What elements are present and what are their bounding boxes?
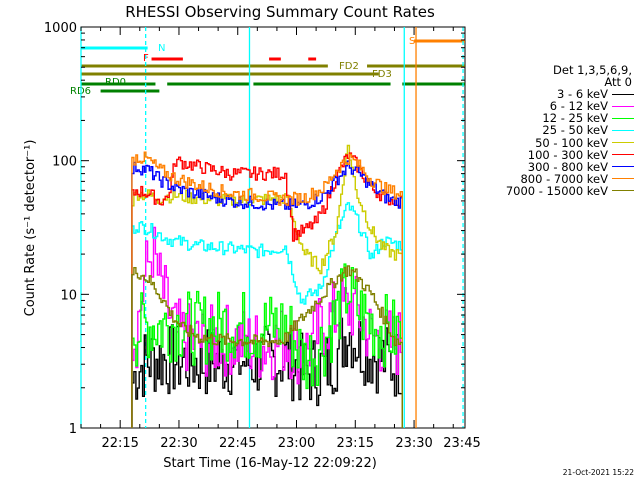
generation-timestamp: 21-Oct-2021 15:22 xyxy=(562,468,634,477)
legend-entry: 6 - 12 keV xyxy=(474,100,634,112)
legend-label: 6 - 12 keV xyxy=(549,99,608,114)
legend-label: 3 - 6 keV xyxy=(557,87,608,102)
legend-entry: 25 - 50 keV xyxy=(474,123,634,138)
y-axis-label: Count Rate (s⁻¹ detector⁻¹) xyxy=(23,140,38,317)
legend-swatch xyxy=(612,178,634,180)
x-tick-label: 23:00 xyxy=(278,436,315,451)
legend-entry: 300 - 800 keV xyxy=(474,161,634,173)
legend-label: 300 - 800 keV xyxy=(527,159,608,174)
annotation-label-rd0: RD0 xyxy=(105,77,126,88)
x-axis-label: Start Time (16-May-12 22:09:22) xyxy=(163,456,377,471)
legend-swatch xyxy=(612,130,634,132)
y-tick-label: 1000 xyxy=(44,21,77,36)
axes: 1 10 100 1000 22:15 22:30 22:45 23:00 23:15 23:30… xyxy=(44,21,481,451)
legend: Det 1,3,5,6,9, Att 0 3 - 6 keV 6 - 12 keV… xyxy=(474,64,634,197)
x-tick-label: 22:15 xyxy=(101,436,138,451)
legend-swatch xyxy=(612,105,634,107)
legend-header-line-2: Att 0 xyxy=(604,75,632,90)
legend-label: 25 - 50 keV xyxy=(542,123,608,138)
annotation-label-s: S xyxy=(409,36,415,47)
legend-entry: 3 - 6 keV xyxy=(474,88,634,100)
series-line-3 xyxy=(131,263,403,428)
annotation-label-fd3: FD3 xyxy=(372,69,392,80)
data-series xyxy=(131,144,403,428)
y-tick-label: 1 xyxy=(69,422,77,437)
chart-title: RHESSI Observing Summary Count Rates xyxy=(125,3,435,21)
plot-area: NFSFD2FD3RD0RD6 110100100022:1522:3022:4… xyxy=(44,21,481,451)
series-line-6 xyxy=(131,152,403,428)
legend-swatch xyxy=(612,154,634,156)
vertical-markers xyxy=(80,27,464,428)
y-tick-label: 100 xyxy=(52,155,77,170)
legend-label: 100 - 300 keV xyxy=(527,147,608,162)
legend-entries: 3 - 6 keV 6 - 12 keV 12 - 25 keV 25 - 50 ke… xyxy=(474,88,634,197)
series-line-4 xyxy=(131,202,403,428)
legend-swatch xyxy=(612,93,634,95)
series-line-8 xyxy=(131,151,403,428)
legend-entry: 50 - 100 keV xyxy=(474,135,634,150)
x-tick-label: 22:30 xyxy=(160,436,197,451)
x-tick-label: 23:30 xyxy=(395,436,432,451)
legend-swatch xyxy=(612,190,634,192)
legend-label: 800 - 7000 keV xyxy=(520,171,608,186)
x-tick-label: 23:15 xyxy=(337,436,374,451)
legend-swatch xyxy=(612,166,634,168)
legend-entry: 100 - 300 keV xyxy=(474,149,634,161)
legend-label: 7000 - 15000 keV xyxy=(505,183,608,198)
annotation-label-fd2: FD2 xyxy=(339,61,359,72)
legend-entry: 7000 - 15000 keV xyxy=(474,185,634,197)
series-line-9 xyxy=(131,265,403,428)
legend-label: 50 - 100 keV xyxy=(535,135,608,150)
x-tick-label: 22:45 xyxy=(219,436,256,451)
legend-header-line-1: Det 1,3,5,6,9, xyxy=(553,63,632,77)
legend-swatch xyxy=(612,142,634,144)
y-tick-label: 10 xyxy=(60,288,77,303)
legend-label: 12 - 25 keV xyxy=(542,111,608,126)
legend-entry: 12 - 25 keV xyxy=(474,112,634,124)
legend-entry: 800 - 7000 keV xyxy=(474,173,634,185)
annotation-label-n: N xyxy=(158,43,165,54)
x-tick-label: 23:45 xyxy=(443,436,480,451)
legend-swatch xyxy=(612,117,634,119)
